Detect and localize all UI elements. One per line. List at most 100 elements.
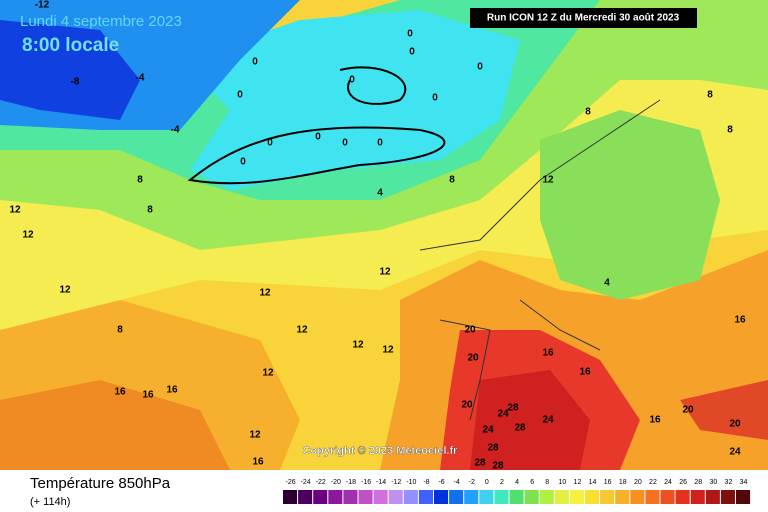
contour-label: 12 (296, 325, 308, 336)
contour-label: 24 (542, 415, 554, 426)
coastline (419, 99, 661, 421)
contour-labels: -12 -4 -8 -4 0 0 0 0 0 0 0 0 0 0 0 0 4 4 8 8 8 8 8 8 8 12 12 12 12 12… (9, 0, 746, 472)
run-box (470, 8, 697, 28)
scale-swatch (600, 490, 615, 504)
contour-label: 8 (147, 205, 153, 216)
scale-swatch (675, 490, 690, 504)
scale-swatch (660, 490, 675, 504)
scale-label: 20 (634, 479, 642, 486)
scale-swatch (569, 490, 584, 504)
contour-label: 12 (22, 230, 34, 241)
contour-label: 20 (729, 419, 741, 430)
contour-label: 28 (492, 461, 504, 472)
field-red-dark (470, 370, 590, 470)
scale-swatch (585, 490, 600, 504)
field-cyan (180, 10, 520, 190)
scale-label: 12 (574, 479, 582, 486)
field-red-east (680, 380, 768, 440)
color-scale: -26 -24 -22 -20 -18 -16 -14 -12 -10 -8 -6 -4 -2 0 2 4 6 8… (283, 479, 751, 504)
contour-label: 0 (377, 138, 383, 149)
field-orange-dark (0, 380, 230, 470)
scale-label: -12 (391, 479, 401, 486)
scale-label: 14 (589, 479, 597, 486)
scale-swatch (736, 490, 751, 504)
scale-swatch (645, 490, 660, 504)
scale-label: 30 (709, 479, 717, 486)
contour-label: 12 (59, 285, 71, 296)
contour-label: 0 (477, 62, 483, 73)
contour-label: 8 (449, 175, 455, 186)
contour-label: 28 (507, 403, 519, 414)
contour-label: 0 (315, 132, 321, 143)
contour-label: 16 (166, 385, 178, 396)
scale-label: -2 (469, 479, 475, 486)
scale-label: -24 (301, 479, 311, 486)
scale-swatch (343, 490, 358, 504)
scale-label: -16 (361, 479, 371, 486)
contour-label: 16 (649, 415, 661, 426)
scale-swatch (283, 490, 298, 504)
scale-label: 24 (664, 479, 672, 486)
scale-swatch (690, 490, 705, 504)
scale-label: -4 (454, 479, 460, 486)
contour-label: 28 (487, 443, 499, 454)
contour-label: 12 (379, 267, 391, 278)
scale-swatch (479, 490, 494, 504)
contour-label: 16 (542, 348, 554, 359)
scale-swatch (615, 490, 630, 504)
scale-label: -6 (438, 479, 444, 486)
scale-swatch (298, 490, 313, 504)
contour-label: 8 (137, 175, 143, 186)
scale-label: 34 (740, 479, 748, 486)
scale-swatch (328, 490, 343, 504)
contour-label: 20 (467, 353, 479, 364)
scale-swatch (539, 490, 554, 504)
lead-time: (+ 114h) (30, 496, 70, 508)
contour-label: 24 (729, 447, 741, 458)
contour-label: -12 (35, 0, 50, 11)
contour-label: 0 (432, 93, 438, 104)
contour-label: 8 (707, 90, 713, 101)
scale-label: -10 (406, 479, 416, 486)
contour-label: 16 (142, 390, 154, 401)
contour-label: 12 (249, 430, 261, 441)
run: Run ICON 12 Z du Mercredi 30 août 2023 (487, 13, 680, 24)
scale-swatch (449, 490, 464, 504)
contour-label: 0 (342, 138, 348, 149)
scale-label: 6 (530, 479, 534, 486)
contour-label: 16 (114, 387, 126, 398)
contour-label: 8 (727, 125, 733, 136)
scale-swatch (494, 490, 509, 504)
scale-label: 26 (679, 479, 687, 486)
scale-swatch (630, 490, 645, 504)
scale-swatch (388, 490, 403, 504)
scale-label: -14 (376, 479, 386, 486)
contour-label: 16 (579, 367, 591, 378)
scale-swatch (434, 490, 449, 504)
contour-label: 16 (252, 457, 264, 468)
scale-swatch (403, 490, 418, 504)
scale-swatch (358, 490, 373, 504)
contour-label: 16 (734, 315, 746, 326)
contour-label: 0 (349, 75, 355, 86)
scale-label: 22 (649, 479, 657, 486)
zero-contour (187, 66, 446, 185)
scale-swatch (313, 490, 328, 504)
contour-label: 4 (377, 188, 383, 199)
contour-label: 24 (497, 409, 509, 420)
contour-label: 12 (352, 340, 364, 351)
scale-label: 28 (694, 479, 702, 486)
scale-swatch (720, 490, 735, 504)
scale-swatch (554, 490, 569, 504)
field-name: Température 850hPa (30, 475, 171, 492)
contour-label: 12 (262, 368, 274, 379)
contour-label: 24 (482, 425, 494, 436)
contour-label: 12 (9, 205, 21, 216)
contour-label: 12 (382, 345, 394, 356)
map-field (0, 0, 768, 470)
scale-label: -20 (331, 479, 341, 486)
scale-label: -22 (316, 479, 326, 486)
scale-swatch (524, 490, 539, 504)
